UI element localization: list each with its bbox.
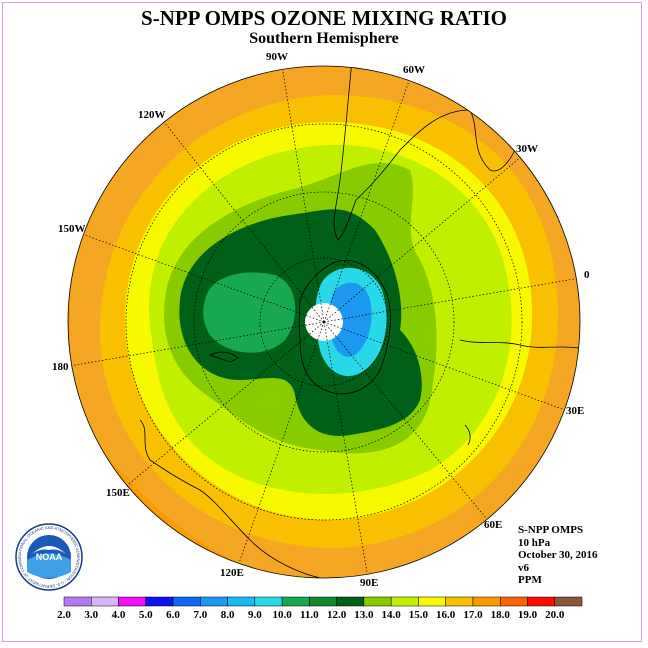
lon-label-60w: 60W <box>403 64 425 76</box>
coastlines <box>139 66 579 578</box>
lon-label-30w: 30W <box>516 143 538 155</box>
map-boundary <box>67 65 581 579</box>
madagascar-coast <box>464 424 471 446</box>
lon-label-90w: 90W <box>266 51 288 63</box>
band-10 <box>203 272 296 353</box>
graticule <box>69 66 580 578</box>
ross-ice-coast <box>208 351 239 363</box>
longitude-labels: 90W 60W 30W 0 30E 60E 90E 120E 150E 180 … <box>52 51 590 589</box>
lon-label-0: 0 <box>584 269 590 281</box>
lon-label-150e: 150E <box>106 487 130 499</box>
ozone-field <box>68 66 580 578</box>
info-units: PPM <box>518 574 542 586</box>
logo-gull-icon <box>32 546 66 554</box>
map-info: S-NPP OMPS 10 hPa October 30, 2016 v6 PP… <box>518 524 598 587</box>
logo-wave <box>27 553 71 578</box>
lon-label-120e: 120E <box>220 567 244 579</box>
south-america-coast <box>333 66 516 241</box>
south-pole-dot <box>322 320 326 324</box>
noaa-logo: NATIONAL OCEANIC AND ATMOSPHERIC ADMINIS… <box>14 522 83 591</box>
lon-label-120w: 120W <box>138 109 166 121</box>
lon-label-60e: 60E <box>484 519 502 531</box>
band-7 <box>329 282 372 357</box>
africa-coast <box>459 339 579 349</box>
lon-label-180: 180 <box>52 361 69 373</box>
info-date: October 30, 2016 <box>518 549 598 561</box>
antarctica-coast <box>298 260 391 395</box>
info-level: 10 hPa <box>518 536 551 549</box>
page-frame <box>2 2 642 642</box>
australia-coast <box>139 419 331 578</box>
lon-label-90e: 90E <box>360 577 378 589</box>
map-subtitle: Southern Hemisphere <box>249 30 399 47</box>
info-instrument: S-NPP OMPS <box>518 524 584 536</box>
map-title: S-NPP OMPS OZONE MIXING RATIO <box>141 6 507 30</box>
lon-label-150w: 150W <box>58 223 86 235</box>
band-11 <box>179 209 422 436</box>
lon-label-30e: 30E <box>566 405 584 417</box>
logo-text: NOAA <box>36 552 63 562</box>
info-version: v6 <box>518 561 529 574</box>
